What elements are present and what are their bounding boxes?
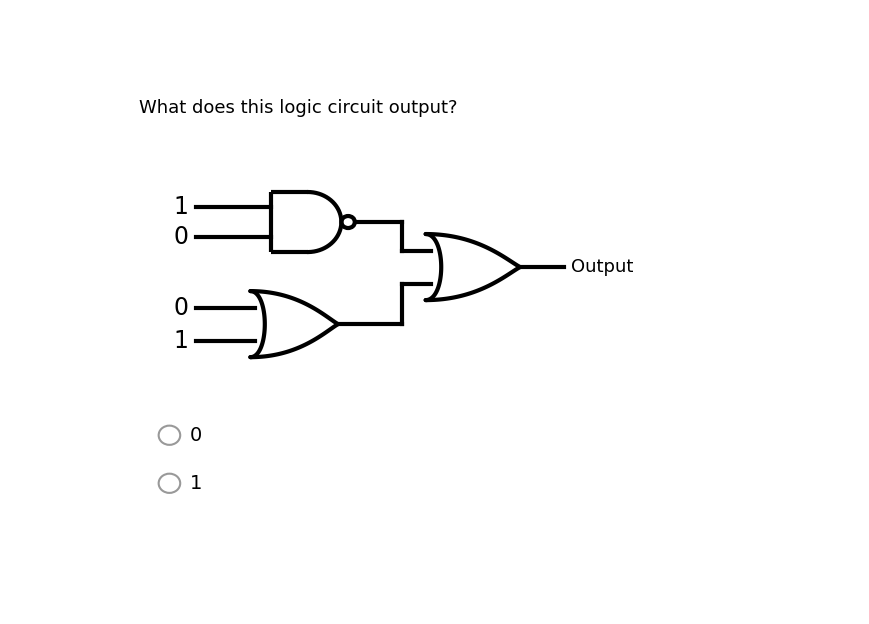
Text: 0: 0 — [173, 296, 188, 319]
Text: 1: 1 — [173, 195, 188, 219]
Text: 0: 0 — [173, 225, 188, 249]
Text: 1: 1 — [173, 329, 188, 353]
Text: 0: 0 — [189, 426, 202, 445]
Text: 1: 1 — [189, 474, 202, 493]
Text: What does this logic circuit output?: What does this logic circuit output? — [139, 99, 457, 117]
Text: Output: Output — [570, 258, 633, 276]
